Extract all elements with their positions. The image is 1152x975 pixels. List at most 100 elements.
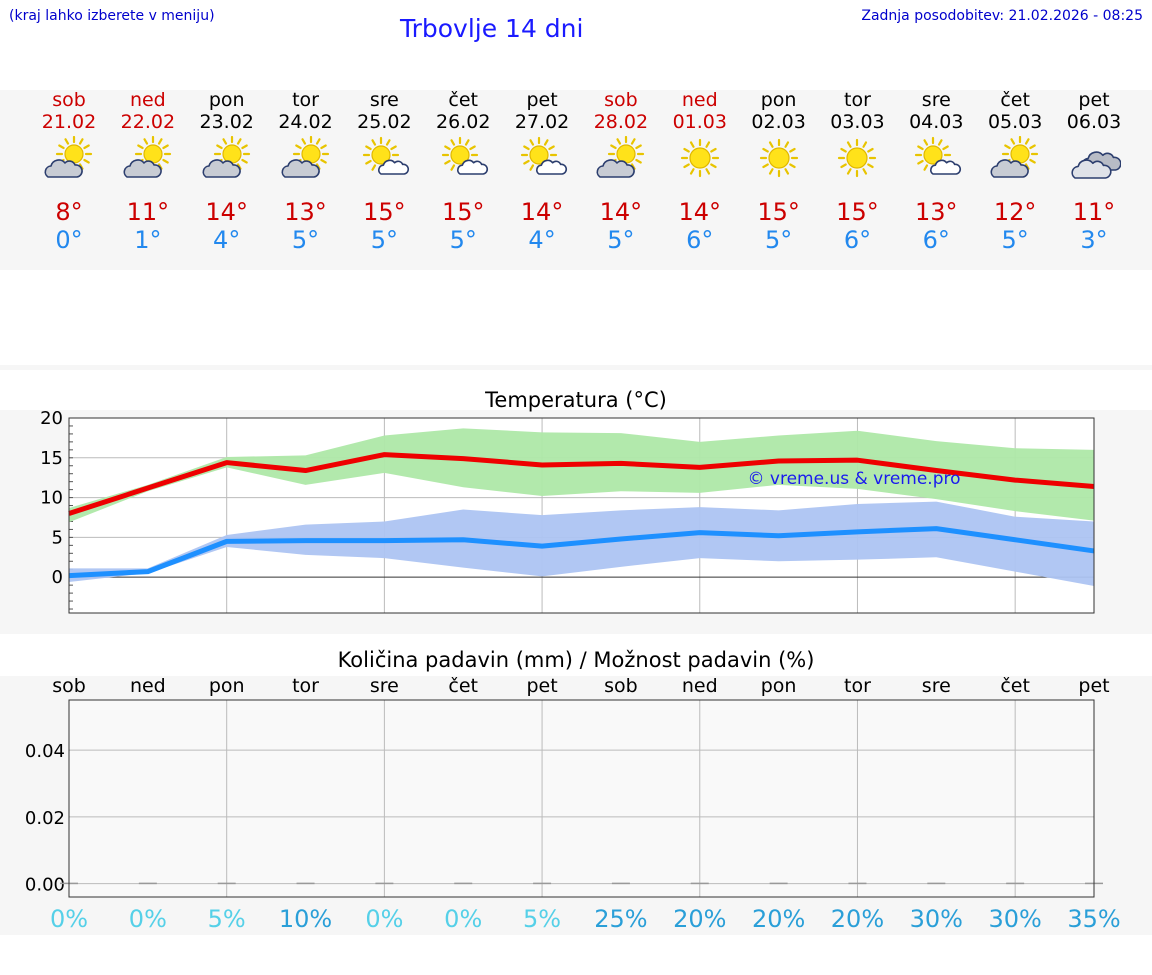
precip-day-label: sob (604, 675, 638, 697)
temp-tick-label: 20 (40, 408, 63, 429)
max-temp: 15° (363, 198, 406, 226)
day-date: 03.03 (830, 111, 885, 133)
precip-bar (769, 882, 788, 885)
precip-probability: 5% (207, 905, 246, 933)
min-temp: 5° (291, 226, 320, 254)
precip-bar (533, 882, 552, 885)
temperature-chart-title: Temperatura (°C) (485, 388, 667, 412)
sun-small-cloud-icon (520, 136, 568, 175)
max-temp: 14° (599, 198, 643, 226)
precip-tick-label: 0.04 (25, 741, 65, 762)
precip-day-label: pet (526, 675, 558, 697)
max-temp-line (68, 452, 1095, 516)
partly-cloudy-icon (596, 136, 645, 178)
max-temp: 15° (836, 198, 879, 226)
min-temp: 5° (607, 226, 635, 254)
partly-cloudy-icon (281, 136, 329, 178)
precip-day-label: ned (129, 675, 166, 697)
max-temp: 14° (205, 198, 248, 226)
max-temp: 8° (55, 198, 83, 226)
precip-probability: 5% (523, 905, 562, 933)
precip-day-label: tor (844, 675, 871, 697)
day-name: pon (208, 89, 245, 111)
day-name: čet (1000, 89, 1030, 111)
precip-tick-label: 0.00 (25, 875, 65, 896)
day-name: pet (1078, 89, 1110, 111)
day-name: sob (52, 89, 86, 111)
day-date: 01.03 (672, 111, 727, 133)
min-temp: 6° (922, 226, 950, 254)
day-date: 05.03 (987, 111, 1043, 133)
precip-probability: 35% (1067, 905, 1121, 933)
sun-small-cloud-icon (915, 136, 962, 175)
forecast-band (0, 90, 1152, 270)
temp-tick-label: 10 (40, 488, 63, 509)
precip-probability: 0% (444, 905, 483, 933)
min-temp: 3° (1080, 226, 1108, 254)
min-temp: 0° (55, 226, 83, 254)
precip-bar (927, 882, 946, 885)
max-temp: 12° (993, 198, 1037, 226)
partly-cloudy-icon (44, 136, 93, 178)
day-date: 24.02 (278, 111, 333, 133)
partly-cloudy-icon (202, 136, 250, 178)
precip-day-label: sre (921, 675, 951, 697)
day-name: čet (448, 89, 479, 111)
min-temp: 1° (134, 226, 162, 254)
day-date: 04.03 (909, 111, 964, 133)
day-name: sre (921, 89, 951, 111)
precip-probability: 20% (751, 905, 806, 933)
partly-cloudy-icon (123, 136, 171, 178)
min-temp-line (68, 526, 1095, 579)
cloudy-icon (1071, 151, 1121, 179)
precip-day-label: čet (448, 675, 479, 697)
max-temp: 13° (915, 198, 958, 226)
max-temp: 14° (678, 198, 722, 226)
precip-probability: 30% (988, 905, 1042, 933)
temp-tick-label: 15 (40, 448, 63, 469)
precip-probability: 20% (673, 905, 727, 933)
sun-icon (680, 138, 719, 178)
precip-chart-title: Količina padavin (mm) / Možnost padavin … (337, 648, 815, 672)
day-name: pon (760, 89, 797, 111)
max-temp: 11° (126, 198, 170, 226)
day-date: 27.02 (514, 111, 570, 133)
max-temp: 11° (1072, 198, 1116, 226)
precip-bar (217, 882, 236, 885)
min-temp: 5° (764, 226, 793, 254)
day-date: 26.02 (436, 111, 491, 133)
precip-day-label: ned (681, 675, 718, 697)
precip-day-label: pon (208, 675, 245, 697)
precip-probability: 0% (128, 905, 167, 933)
precip-bar (848, 882, 867, 885)
day-name: pet (526, 89, 558, 111)
max-temp: 13° (284, 198, 327, 226)
min-temp: 6° (843, 226, 872, 254)
precip-bar (454, 882, 473, 885)
precip-probability: 0% (365, 905, 404, 933)
precip-bar (296, 882, 315, 885)
min-temp: 5° (370, 226, 399, 254)
precip-bar (1006, 882, 1025, 885)
temp-tick-label: 5 (52, 527, 63, 548)
precip-day-label: pet (1078, 675, 1110, 697)
max-temp: 15° (757, 198, 800, 226)
location-hint: (kraj lahko izberete v meniju) (9, 8, 215, 24)
max-temp: 15° (441, 198, 485, 226)
precip-bar (611, 882, 630, 885)
precip-day-label: sob (52, 675, 86, 697)
precip-day-label: čet (1000, 675, 1030, 697)
temp-plot-frame (68, 417, 1095, 614)
temp-tick-label: 0 (52, 567, 63, 588)
day-name: tor (844, 89, 871, 111)
min-temp: 5° (1001, 226, 1029, 254)
precip-probability: 25% (594, 905, 648, 933)
day-date: 28.02 (593, 111, 649, 133)
sun-small-cloud-icon (442, 136, 489, 175)
precip-probability: 30% (909, 905, 963, 933)
day-date: 06.03 (1066, 111, 1122, 133)
precip-tick-label: 0.02 (25, 808, 65, 829)
precip-day-label: sre (369, 675, 399, 697)
precip-bar (690, 882, 709, 885)
precip-probability: 0% (49, 905, 89, 933)
